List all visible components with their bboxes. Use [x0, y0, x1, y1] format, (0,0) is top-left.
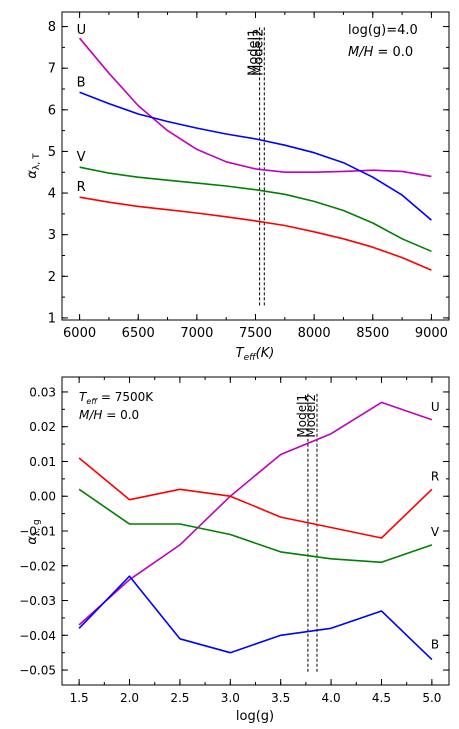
y-tick-label: 0.03 — [29, 385, 56, 399]
y-axis-label: αλ, g — [25, 519, 42, 544]
chart-teff: αλ, T Teff(K) log(g)=4.0 M/H = 0.0 6000 6… — [25, 11, 450, 363]
x-tick-label: 2.5 — [170, 691, 189, 705]
chart-logg: αλ, g log(g) Teff = 7500K M/H = 0.0 1.5 2… — [19, 376, 450, 724]
x-tick-label: 3.5 — [271, 691, 290, 705]
y-tick-label: −0.01 — [19, 525, 56, 539]
x-tick-label: 7500 — [239, 326, 272, 341]
series-line-R — [79, 196, 432, 271]
x-axis-label: Teff(K) — [236, 346, 275, 363]
metallicity-annotation: M/H = 0.0 — [79, 408, 139, 422]
series-line-B — [78, 575, 433, 661]
series-line-V — [78, 488, 433, 564]
y-tick-label: −0.04 — [19, 629, 56, 643]
x-tick-label: 8500 — [356, 326, 389, 341]
metallicity-annotation: M/H = 0.0 — [348, 45, 413, 60]
y-tick-label: 0.00 — [29, 490, 56, 504]
y-tick-label: 7 — [48, 62, 56, 77]
series-line-V — [79, 166, 432, 253]
x-tick-label: 6500 — [122, 326, 155, 341]
y-tick-label: 5 — [48, 145, 56, 160]
x-tick-label: 6000 — [63, 326, 96, 341]
x-tick-label: 5.0 — [422, 691, 441, 705]
series-label-V: V — [77, 150, 86, 165]
x-axis-label: log(g) — [236, 709, 274, 724]
y-tick-label: −0.02 — [19, 559, 56, 573]
series-line-U — [78, 37, 432, 178]
series-line-R — [78, 457, 433, 539]
x-tick-label: 4.5 — [372, 691, 391, 705]
series-line-U — [78, 401, 433, 626]
y-tick-label: 4 — [48, 187, 56, 202]
y-tick-label: 0.02 — [29, 420, 56, 434]
y-tick-label: 3 — [48, 228, 56, 243]
y-tick-label: 2 — [48, 270, 56, 285]
series-label-B: B — [431, 638, 439, 652]
model-label: Model1 — [247, 29, 262, 76]
x-tick-label: 9000 — [415, 326, 448, 341]
x-tick-label: 8000 — [298, 326, 331, 341]
model-label: Model1 — [295, 394, 309, 438]
series-label-V: V — [431, 525, 440, 539]
model-label: Model2 — [304, 394, 318, 438]
series-label-B: B — [77, 75, 86, 90]
series-label-U: U — [431, 400, 440, 414]
plot-frame — [61, 376, 450, 686]
model-label: Model2 — [251, 29, 266, 76]
y-tick-label: 8 — [48, 20, 56, 35]
y-tick-label: 0.01 — [29, 455, 56, 469]
x-tick-label: 3.0 — [221, 691, 240, 705]
y-tick-label: −0.05 — [19, 664, 56, 678]
x-tick-label: 1.5 — [70, 691, 89, 705]
logg-annotation: log(g)=4.0 — [348, 23, 418, 38]
series-label-U: U — [77, 23, 87, 38]
y-axis-label: αλ, T — [25, 153, 42, 179]
y-tick-label: 1 — [48, 311, 56, 326]
x-tick-label: 7000 — [180, 326, 213, 341]
series-label-R: R — [431, 469, 439, 483]
teff-annotation: Teff = 7500K — [79, 390, 154, 406]
x-tick-label: 4.0 — [322, 691, 341, 705]
y-tick-label: 6 — [48, 103, 56, 118]
series-label-R: R — [77, 180, 86, 195]
x-tick-label: 2.0 — [120, 691, 139, 705]
series-line-B — [79, 91, 432, 221]
y-tick-label: −0.03 — [19, 594, 56, 608]
